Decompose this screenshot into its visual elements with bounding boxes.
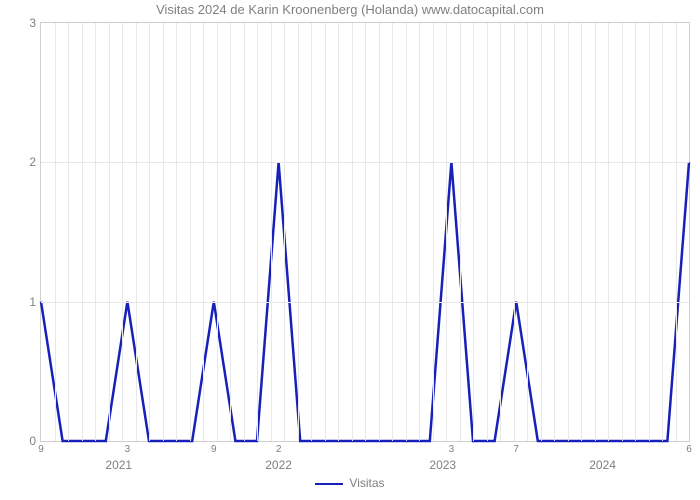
gridline-v	[109, 23, 110, 441]
gridline-v	[257, 23, 258, 441]
plot-area	[40, 22, 690, 442]
gridline-v	[608, 23, 609, 441]
chart-container: Visitas 2024 de Karin Kroonenberg (Holan…	[0, 0, 700, 500]
gridline-v	[514, 23, 515, 441]
gridline-v	[136, 23, 137, 441]
gridline-v	[419, 23, 420, 441]
point-label: 2	[276, 444, 282, 455]
gridline-v	[595, 23, 596, 441]
gridline-v	[311, 23, 312, 441]
gridline-v	[676, 23, 677, 441]
x-tick-label: 2023	[429, 458, 456, 472]
x-tick-label: 2022	[265, 458, 292, 472]
gridline-v	[55, 23, 56, 441]
gridline-v	[284, 23, 285, 441]
point-label: 3	[125, 444, 131, 455]
gridline-v	[635, 23, 636, 441]
gridline-v	[487, 23, 488, 441]
y-tick-label: 2	[18, 155, 36, 169]
gridline-v	[271, 23, 272, 441]
gridline-v	[230, 23, 231, 441]
chart-title: Visitas 2024 de Karin Kroonenberg (Holan…	[0, 2, 700, 17]
gridline-v	[176, 23, 177, 441]
gridline-v	[622, 23, 623, 441]
point-label: 9	[38, 444, 44, 455]
gridline-v	[527, 23, 528, 441]
gridline-v	[163, 23, 164, 441]
gridline-v	[662, 23, 663, 441]
gridline-v	[68, 23, 69, 441]
x-tick-label: 2021	[105, 458, 132, 472]
gridline-v	[352, 23, 353, 441]
gridline-v	[365, 23, 366, 441]
gridline-v	[298, 23, 299, 441]
point-label: 3	[449, 444, 455, 455]
gridline-v	[568, 23, 569, 441]
gridline-v	[554, 23, 555, 441]
gridline-v	[433, 23, 434, 441]
gridline-v	[82, 23, 83, 441]
gridline-v	[446, 23, 447, 441]
gridline-v	[406, 23, 407, 441]
gridline-v	[649, 23, 650, 441]
gridline-v	[460, 23, 461, 441]
y-tick-label: 0	[18, 434, 36, 448]
gridline-v	[217, 23, 218, 441]
gridline-v	[244, 23, 245, 441]
gridline-v	[203, 23, 204, 441]
legend: Visitas	[0, 476, 700, 490]
gridline-v	[500, 23, 501, 441]
gridline-v	[581, 23, 582, 441]
gridline-v	[541, 23, 542, 441]
gridline-v	[379, 23, 380, 441]
point-label: 7	[513, 444, 519, 455]
gridline-v	[338, 23, 339, 441]
gridline-v	[473, 23, 474, 441]
gridline-v	[190, 23, 191, 441]
gridline-v	[122, 23, 123, 441]
gridline-v	[95, 23, 96, 441]
gridline-v	[149, 23, 150, 441]
point-label: 6	[686, 444, 692, 455]
point-label: 9	[211, 444, 217, 455]
gridline-v	[392, 23, 393, 441]
legend-label: Visitas	[349, 476, 384, 490]
legend-swatch	[315, 483, 343, 485]
y-tick-label: 1	[18, 295, 36, 309]
x-tick-label: 2024	[589, 458, 616, 472]
gridline-v	[325, 23, 326, 441]
y-tick-label: 3	[18, 16, 36, 30]
